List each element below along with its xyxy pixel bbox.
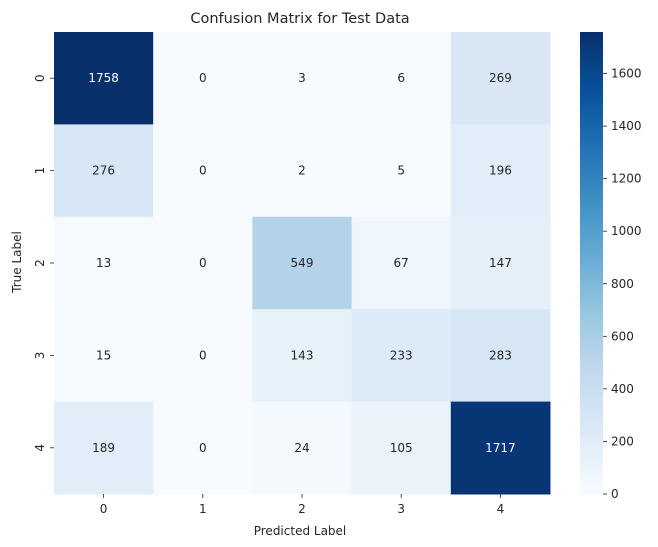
colorbar-tick-label: 0 (611, 487, 619, 501)
y-tick-label: 2 (33, 259, 47, 267)
heatmap-cell (450, 309, 551, 403)
colorbar-tick-label: 1200 (611, 172, 642, 186)
heatmap-cell (54, 32, 154, 125)
heatmap-cell (252, 124, 353, 218)
cell-value-label: 549 (291, 256, 314, 270)
heatmap-cell (450, 216, 551, 310)
cell-value-label: 147 (489, 256, 512, 270)
heatmap-cell (252, 309, 353, 403)
heatmap-cell (351, 32, 452, 125)
cell-value-label: 67 (394, 256, 409, 270)
heatmap-cell (153, 401, 253, 495)
y-axis-label: True Label (10, 231, 24, 294)
cell-value-label: 1717 (485, 441, 516, 455)
y-tick-label: 3 (33, 352, 47, 360)
x-tick-label: 3 (397, 502, 405, 516)
x-tick-label: 1 (199, 502, 207, 516)
y-tick-label: 4 (33, 444, 47, 452)
heatmap-cell (54, 124, 154, 218)
cell-value-label: 5 (397, 164, 405, 178)
heatmap-cells: 1758 0 3 6 269 276 0 2 5 196 13 0 549 67 147 15 0 143 233 2… (54, 32, 551, 495)
colorbar-tick-label: 800 (611, 277, 634, 291)
heatmap-cell (252, 216, 353, 310)
y-axis-ticks: 0 1 2 3 4 (33, 74, 54, 452)
cell-value-label: 0 (199, 164, 207, 178)
chart-title: Confusion Matrix for Test Data (190, 11, 409, 27)
x-axis-label: Predicted Label (254, 524, 347, 538)
cell-value-label: 3 (298, 71, 306, 85)
cell-value-label: 6 (397, 71, 405, 85)
cell-value-label: 13 (96, 256, 111, 270)
colorbar-tick-label: 1000 (611, 224, 642, 238)
cell-value-label: 233 (390, 348, 413, 362)
colorbar-tick-label: 200 (611, 434, 634, 448)
cell-value-label: 189 (92, 441, 115, 455)
heatmap-cell (252, 401, 353, 495)
x-tick-label: 4 (497, 502, 505, 516)
heatmap-cell (351, 216, 452, 310)
cell-value-label: 0 (199, 256, 207, 270)
heatmap-cell (153, 216, 253, 310)
colorbar (580, 32, 603, 494)
colorbar-tick-label: 400 (611, 382, 634, 396)
cell-value-label: 276 (92, 164, 115, 178)
cell-value-label: 269 (489, 71, 512, 85)
heatmap-cell (54, 309, 154, 403)
cell-value-label: 2 (298, 164, 306, 178)
x-tick-label: 0 (100, 502, 108, 516)
colorbar-ticks: 0 200 400 600 800 1000 1200 1400 1600 (603, 67, 642, 501)
heatmap-cell (252, 32, 353, 125)
x-tick-label: 2 (298, 502, 306, 516)
x-axis-ticks: 0 1 2 3 4 (100, 494, 504, 516)
heatmap-cell (351, 309, 452, 403)
y-tick-label: 0 (33, 74, 47, 82)
cell-value-label: 143 (291, 348, 314, 362)
cell-value-label: 24 (294, 441, 309, 455)
cell-value-label: 0 (199, 348, 207, 362)
heatmap-cell (153, 309, 253, 403)
heatmap-cell (450, 401, 551, 495)
heatmap-cell (54, 216, 154, 310)
cell-value-label: 105 (390, 441, 413, 455)
heatmap-cell (153, 124, 253, 218)
cell-value-label: 15 (96, 348, 111, 362)
cell-value-label: 0 (199, 71, 207, 85)
cell-value-label: 1758 (88, 71, 119, 85)
heatmap-cell (351, 401, 452, 495)
heatmap-cell (351, 124, 452, 218)
heatmap-cell (153, 32, 253, 125)
heatmap-cell (450, 124, 551, 218)
cell-value-label: 0 (199, 441, 207, 455)
cell-value-label: 283 (489, 348, 512, 362)
colorbar-tick-label: 600 (611, 329, 634, 343)
cell-value-label: 196 (489, 164, 512, 178)
heatmap-cell (450, 32, 551, 125)
colorbar-tick-label: 1400 (611, 119, 642, 133)
colorbar-tick-label: 1600 (611, 67, 642, 81)
heatmap-cell (54, 401, 154, 495)
y-tick-label: 1 (33, 167, 47, 175)
